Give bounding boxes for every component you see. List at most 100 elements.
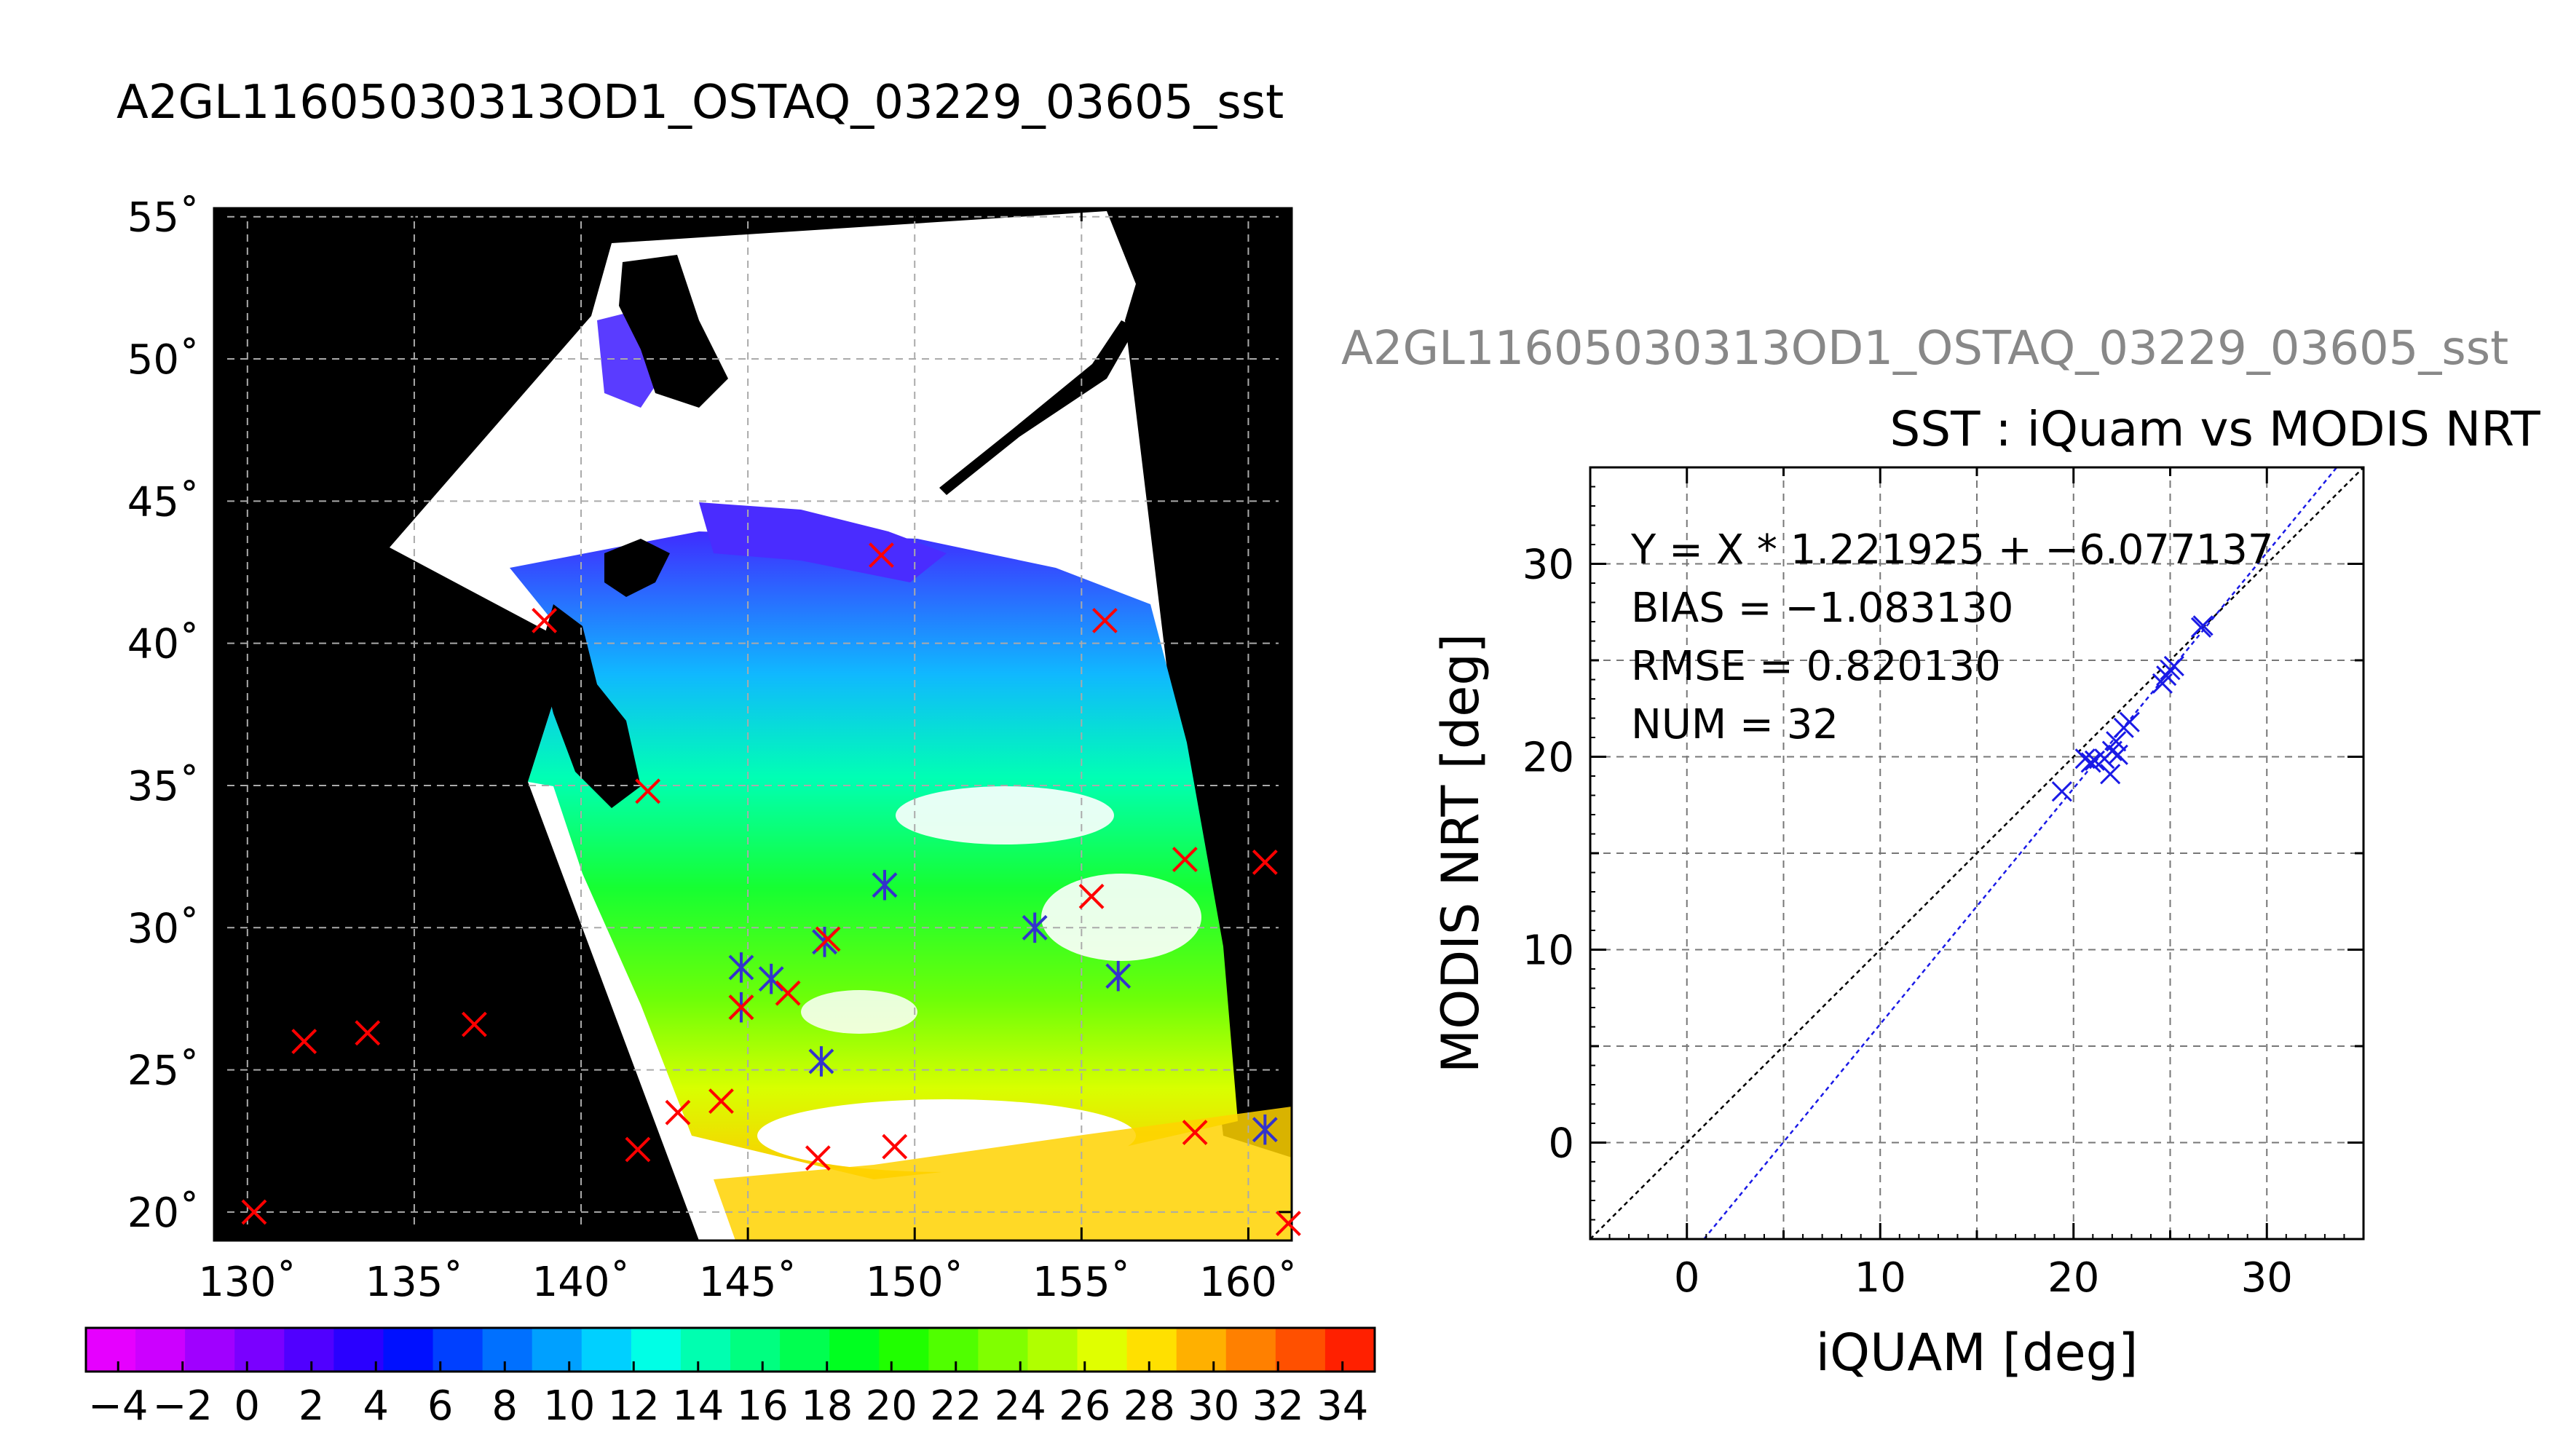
- map-y-tick-label: 35˚: [127, 763, 200, 810]
- colorbar-segment: [879, 1328, 930, 1372]
- land-sakhalin: [619, 255, 728, 408]
- colorbar-segment: [284, 1328, 335, 1372]
- matchup-star: [1022, 912, 1048, 943]
- map-markers: [241, 542, 1301, 1236]
- iquam-x-stroke: [635, 778, 661, 804]
- iquam-x-stroke: [1091, 608, 1118, 633]
- iquam-x-stroke: [775, 980, 801, 1006]
- iquam-x-stroke: [728, 994, 754, 1021]
- regression-line: [1703, 467, 2338, 1240]
- scatter-xlabel: iQUAM [deg]: [1816, 1323, 2139, 1382]
- map-x-tick-label: 140˚: [532, 1259, 631, 1306]
- iquam-x-marker: [815, 926, 841, 952]
- scatter-stats-line: BIAS = −1.083130: [1631, 585, 2013, 632]
- iquam-x-marker: [625, 1136, 651, 1163]
- colorbar-tick-label: 0: [234, 1382, 260, 1430]
- colorbar-segment: [581, 1328, 632, 1372]
- map-x-tick-label: 145˚: [699, 1259, 797, 1306]
- scatter-y-tick-label: 10: [1523, 927, 1574, 975]
- scatter-point-stroke: [2051, 781, 2072, 802]
- land-honshu: [539, 604, 641, 808]
- map-y-tick-label: 50˚: [127, 336, 200, 384]
- colorbar-tick-label: 4: [363, 1382, 389, 1430]
- colorbar-tick-label: 6: [427, 1382, 454, 1430]
- iquam-x-stroke: [868, 542, 894, 568]
- colorbar-tick-label: 14: [672, 1382, 724, 1430]
- iquam-x-stroke: [625, 1136, 651, 1163]
- map-axis-ticks: 130˚ 135˚ 140˚ 145˚ 150˚ 155˚ 160˚ 20˚ 25˚ 30˚ 35˚…: [127, 194, 1298, 1306]
- scatter-y-tick-label: 20: [1523, 735, 1574, 782]
- iquam-x-stroke: [1172, 847, 1198, 872]
- scatter-point: [2192, 615, 2214, 636]
- colorbar-tick-label: 22: [930, 1382, 982, 1430]
- iquam-x-marker: [775, 980, 801, 1006]
- scatter-point-stroke: [2119, 711, 2140, 732]
- scatter-point-stroke: [2156, 665, 2177, 687]
- iquam-x-marker: [355, 1020, 381, 1046]
- scatter-point: [2119, 711, 2140, 732]
- map-y-tick-label: 30˚: [127, 905, 200, 952]
- scatter-x-tick-label: 20: [2047, 1254, 2099, 1302]
- cloud-patch: [1041, 874, 1201, 961]
- sst-map: 130˚ 135˚ 140˚ 145˚ 150˚ 155˚ 160˚ 20˚ 25˚ 30˚ 35˚…: [127, 194, 1301, 1306]
- scatter-point: [2107, 744, 2128, 765]
- scatter-point: [2080, 752, 2101, 773]
- cloud-patch: [801, 990, 917, 1034]
- kuril-islands: [939, 320, 1136, 495]
- map-grid: [214, 208, 1292, 1241]
- colorbar-tick-label: 2: [299, 1382, 325, 1430]
- scatter-x-tick-label: 30: [2241, 1254, 2293, 1302]
- iquam-x-marker: [635, 778, 661, 804]
- iquam-x-marker: [665, 1099, 691, 1125]
- land-hokkaido: [604, 539, 670, 597]
- scatter-stats-line: RMSE = 0.820130: [1631, 643, 2001, 690]
- scatter-x-tick-label: 10: [1855, 1254, 1906, 1302]
- colorbar-tick-label: 20: [866, 1382, 917, 1430]
- iquam-x-stroke: [291, 1029, 317, 1054]
- scatter-points: [2051, 615, 2214, 802]
- scatter-point: [2051, 781, 2072, 802]
- scatter-y-tick-label: 30: [1523, 542, 1574, 589]
- map-y-tick-label: 20˚: [127, 1190, 200, 1237]
- scatter-stats-line: Y = X * 1.221925 + −6.077137: [1630, 526, 2274, 574]
- map-x-tick-label: 160˚: [1199, 1259, 1298, 1306]
- colorbar-segment: [1225, 1328, 1276, 1372]
- colorbar-segment: [631, 1328, 682, 1372]
- iquam-x-stroke: [355, 1020, 381, 1046]
- iquam-x-marker: [868, 542, 894, 568]
- scatter-plot: 0 10 20 30 0 10 20 30 Y = X * 1.221925 + −6.077…: [1431, 466, 2365, 1382]
- iquam-x-marker: [291, 1029, 317, 1054]
- colorbar-tick-label: 18: [801, 1382, 853, 1430]
- iquam-x-stroke: [532, 608, 558, 633]
- scatter-stats: Y = X * 1.221925 + −6.077137 BIAS = −1.08…: [1630, 526, 2274, 748]
- matchup-star: [1105, 960, 1132, 992]
- colorbar-segment: [234, 1328, 285, 1372]
- iquam-x-stroke: [1276, 1211, 1301, 1236]
- map-title: A2GL11605030313OD1_OSTAQ_03229_03605_sst: [117, 76, 1284, 130]
- iquam-x-stroke: [1182, 1120, 1208, 1145]
- colorbar-tick-label: 28: [1124, 1382, 1175, 1430]
- iquam-x-stroke: [1252, 850, 1278, 875]
- iquam-x-marker: [882, 1133, 908, 1160]
- scatter-point-stroke: [2107, 744, 2128, 765]
- scatter-point-stroke: [2192, 615, 2214, 636]
- scatter-y-tick-label: 0: [1548, 1120, 1574, 1168]
- map-frame: [213, 207, 1293, 1242]
- colorbar-segment: [1275, 1328, 1326, 1372]
- sst-field: [510, 531, 1238, 1179]
- colorbar-segment: [1027, 1328, 1078, 1372]
- cold-patch: [699, 502, 947, 582]
- colorbar-segment: [730, 1328, 781, 1372]
- iquam-x-marker: [1078, 883, 1105, 909]
- iquam-x-marker: [1276, 1211, 1301, 1236]
- colorbar-segment: [1324, 1328, 1375, 1372]
- scatter-ylabel: MODIS NRT [deg]: [1431, 633, 1490, 1073]
- colorbar-segment: [482, 1328, 533, 1372]
- map-y-tick-label: 45˚: [127, 478, 200, 526]
- iquam-x-stroke: [461, 1011, 487, 1037]
- colorbar-segment: [1126, 1328, 1177, 1372]
- iquam-x-stroke: [665, 1099, 691, 1125]
- iquam-x-marker: [461, 1011, 487, 1037]
- iquam-x-marker: [805, 1145, 831, 1171]
